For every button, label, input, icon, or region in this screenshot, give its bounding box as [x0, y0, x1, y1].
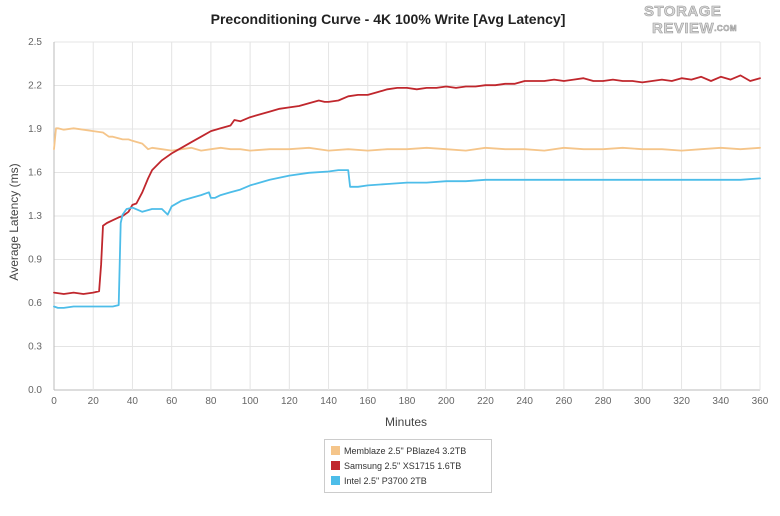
chart-title: Preconditioning Curve - 4K 100% Write [A…	[211, 11, 566, 27]
y-tick-label: 0.3	[28, 342, 42, 353]
logo-line1: STORAGE	[644, 3, 721, 20]
y-tick-label: 2.2	[28, 81, 42, 92]
x-tick-label: 20	[88, 396, 100, 407]
y-tick-label: 0.6	[28, 298, 42, 309]
x-tick-label: 240	[516, 396, 533, 407]
x-tick-label: 340	[712, 396, 729, 407]
legend-item-memblaze[interactable]: Memblaze 2.5" PBlaze4 3.2TB	[331, 443, 485, 458]
legend-item-samsung[interactable]: Samsung 2.5" XS1715 1.6TB	[331, 458, 485, 473]
x-tick-label: 60	[166, 396, 178, 407]
grid	[53, 41, 761, 391]
x-tick-label: 140	[320, 396, 337, 407]
legend-label-memblaze: Memblaze 2.5" PBlaze4 3.2TB	[344, 445, 467, 456]
x-tick-label: 300	[634, 396, 651, 407]
legend-swatch-memblaze	[331, 446, 340, 455]
legend-label-intel: Intel 2.5" P3700 2TB	[344, 475, 427, 486]
legend-swatch-samsung	[331, 461, 340, 470]
y-tick-label: 0.9	[28, 255, 42, 266]
logo-suffix: .COM	[714, 24, 737, 33]
x-tick-label: 160	[359, 396, 376, 407]
y-axis-label: Average Latency (ms)	[7, 163, 21, 280]
legend: Memblaze 2.5" PBlaze4 3.2TB Samsung 2.5"…	[324, 439, 492, 493]
x-tick-label: 40	[127, 396, 139, 407]
storage-review-logo: STORAGE REVIEW.COM	[644, 3, 737, 36]
x-tick-label: 220	[477, 396, 494, 407]
x-tick-label: 260	[556, 396, 573, 407]
x-tick-label: 280	[595, 396, 612, 407]
x-tick-label: 100	[242, 396, 259, 407]
series-line-memblaze	[53, 127, 761, 152]
legend-item-intel[interactable]: Intel 2.5" P3700 2TB	[331, 473, 485, 488]
x-tick-label: 120	[281, 396, 298, 407]
y-tick-label: 1.6	[28, 168, 42, 179]
series-group	[53, 74, 761, 309]
logo-review: REVIEW	[652, 20, 715, 36]
y-tick-label: 1.9	[28, 124, 42, 135]
series-line-samsung	[53, 74, 761, 295]
x-axis-label: Minutes	[385, 415, 427, 429]
x-tick-label: 360	[752, 396, 769, 407]
y-tick-label: 1.3	[28, 211, 42, 222]
legend-label-samsung: Samsung 2.5" XS1715 1.6TB	[344, 460, 462, 471]
x-axis: 0 20 40 60 80 100 120 140 160 180 200 220 240 260 280 3…	[51, 396, 769, 407]
x-tick-label: 80	[205, 396, 217, 407]
y-tick-label: 0.0	[28, 385, 42, 396]
x-tick-label: 200	[438, 396, 455, 407]
logo-line2: REVIEW.COM	[652, 20, 737, 36]
series-line-intel	[53, 169, 761, 309]
y-tick-label: 2.5	[28, 37, 42, 48]
x-tick-label: 0	[51, 396, 57, 407]
y-axis: 0.0 0.3 0.6 0.9 1.3 1.6 1.9 2.2 2.5	[28, 37, 42, 396]
x-tick-label: 180	[399, 396, 416, 407]
x-tick-label: 320	[673, 396, 690, 407]
legend-swatch-intel	[331, 476, 340, 485]
